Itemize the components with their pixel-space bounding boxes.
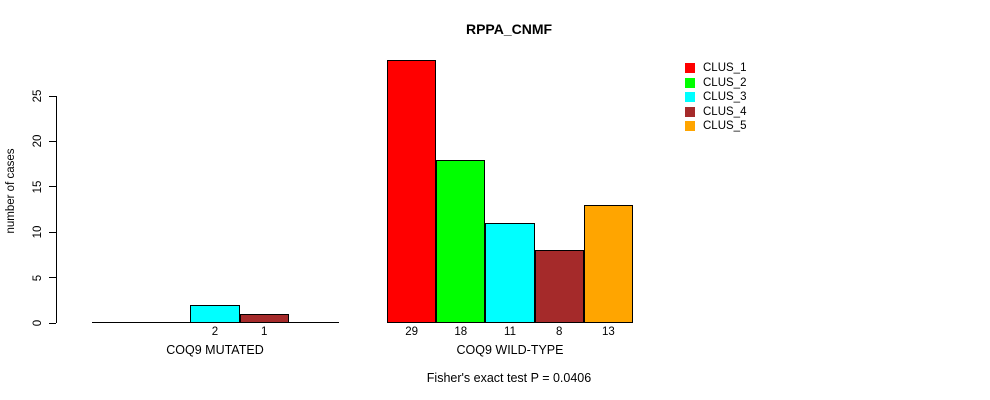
y-tick-label: 5 (32, 274, 44, 281)
bar-count-label: 29 (405, 326, 418, 338)
legend-label: CLUS_2 (703, 76, 747, 89)
legend-label: CLUS_4 (703, 105, 747, 118)
legend-label: CLUS_5 (703, 120, 747, 133)
bar-clus_2-coq9-wild-type (436, 160, 486, 323)
y-tick-label: 20 (32, 134, 44, 148)
y-axis (56, 96, 57, 323)
legend-swatch-clus_4 (685, 106, 695, 117)
y-tick (49, 277, 56, 279)
bar-count-label: 13 (601, 326, 615, 338)
group-label-coq9-mutated: COQ9 MUTATED (166, 343, 264, 357)
legend-swatch-clus_2 (685, 77, 695, 88)
y-axis-label: number of cases (5, 148, 17, 234)
y-tick (49, 231, 56, 233)
y-tick (49, 186, 56, 188)
legend-swatch-clus_1 (685, 63, 695, 73)
bar-count-label: 1 (260, 326, 268, 338)
chart-title: RPPA_CNMF (465, 21, 553, 37)
bar-clus_3-coq9-wild-type (485, 223, 535, 323)
bar-clus_3-coq9-mutated (190, 305, 240, 323)
bar-clus_5-coq9-mutated-baseline (288, 322, 339, 323)
annotation-fisher-test: Fisher's exact test P = 0.0406 (426, 371, 592, 385)
bar-count-label: 18 (454, 326, 468, 338)
y-tick (49, 95, 56, 97)
bar-clus_4-coq9-wild-type (534, 250, 584, 323)
bar-clus_2-coq9-mutated-baseline (141, 322, 192, 323)
legend-swatch-clus_5 (685, 121, 695, 132)
legend-label: CLUS_1 (703, 62, 747, 74)
y-tick-label: 0 (32, 319, 44, 327)
bar-count-label: 11 (504, 326, 516, 338)
bar-clus_1-coq9-mutated-baseline (92, 322, 143, 323)
bar-count-label: 2 (211, 326, 219, 338)
bar-clus_1-coq9-wild-type (387, 60, 437, 323)
group-label-coq9-wild-type: COQ9 WILD-TYPE (456, 343, 564, 357)
y-tick (49, 322, 56, 324)
y-tick (49, 140, 56, 142)
legend-swatch-clus_3 (685, 92, 695, 103)
bar-clus_5-coq9-wild-type (583, 205, 633, 323)
y-tick-label: 15 (32, 180, 44, 194)
legend-label: CLUS_3 (703, 91, 747, 104)
bar-clus_4-coq9-mutated (239, 314, 289, 323)
bar-count-label: 8 (555, 326, 563, 338)
y-tick-label: 10 (32, 225, 44, 239)
y-tick-label: 25 (32, 89, 44, 103)
